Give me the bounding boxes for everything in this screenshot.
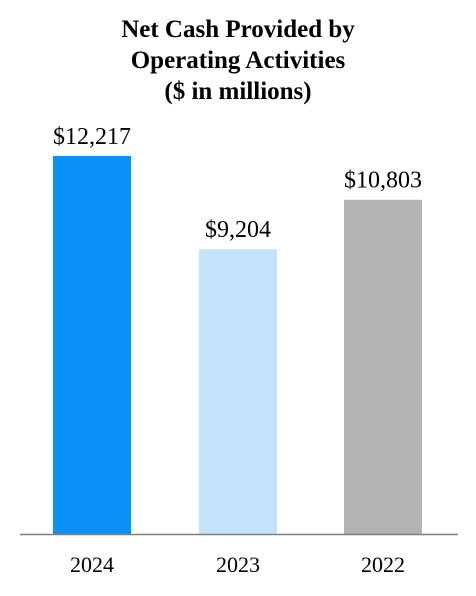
x-tick-label-2023: 2023: [216, 552, 260, 577]
bar-2024: [53, 156, 131, 534]
chart-title-line-1: Net Cash Provided by: [121, 16, 355, 43]
data-label-2023: $9,204: [205, 217, 271, 243]
x-tick-label-2024: 2024: [70, 552, 114, 577]
chart-title-line-2: Operating Activities: [130, 47, 346, 74]
bar-2022: [344, 199, 422, 534]
chart-title-line-3: ($ in millions): [164, 78, 312, 105]
bar-2023: [199, 249, 277, 535]
data-label-2022: $10,803: [344, 168, 422, 194]
data-label-2024: $12,217: [53, 124, 131, 150]
chart-title: Net Cash Provided by Operating Activitie…: [0, 14, 476, 107]
x-tick-label-2022: 2022: [361, 552, 405, 577]
